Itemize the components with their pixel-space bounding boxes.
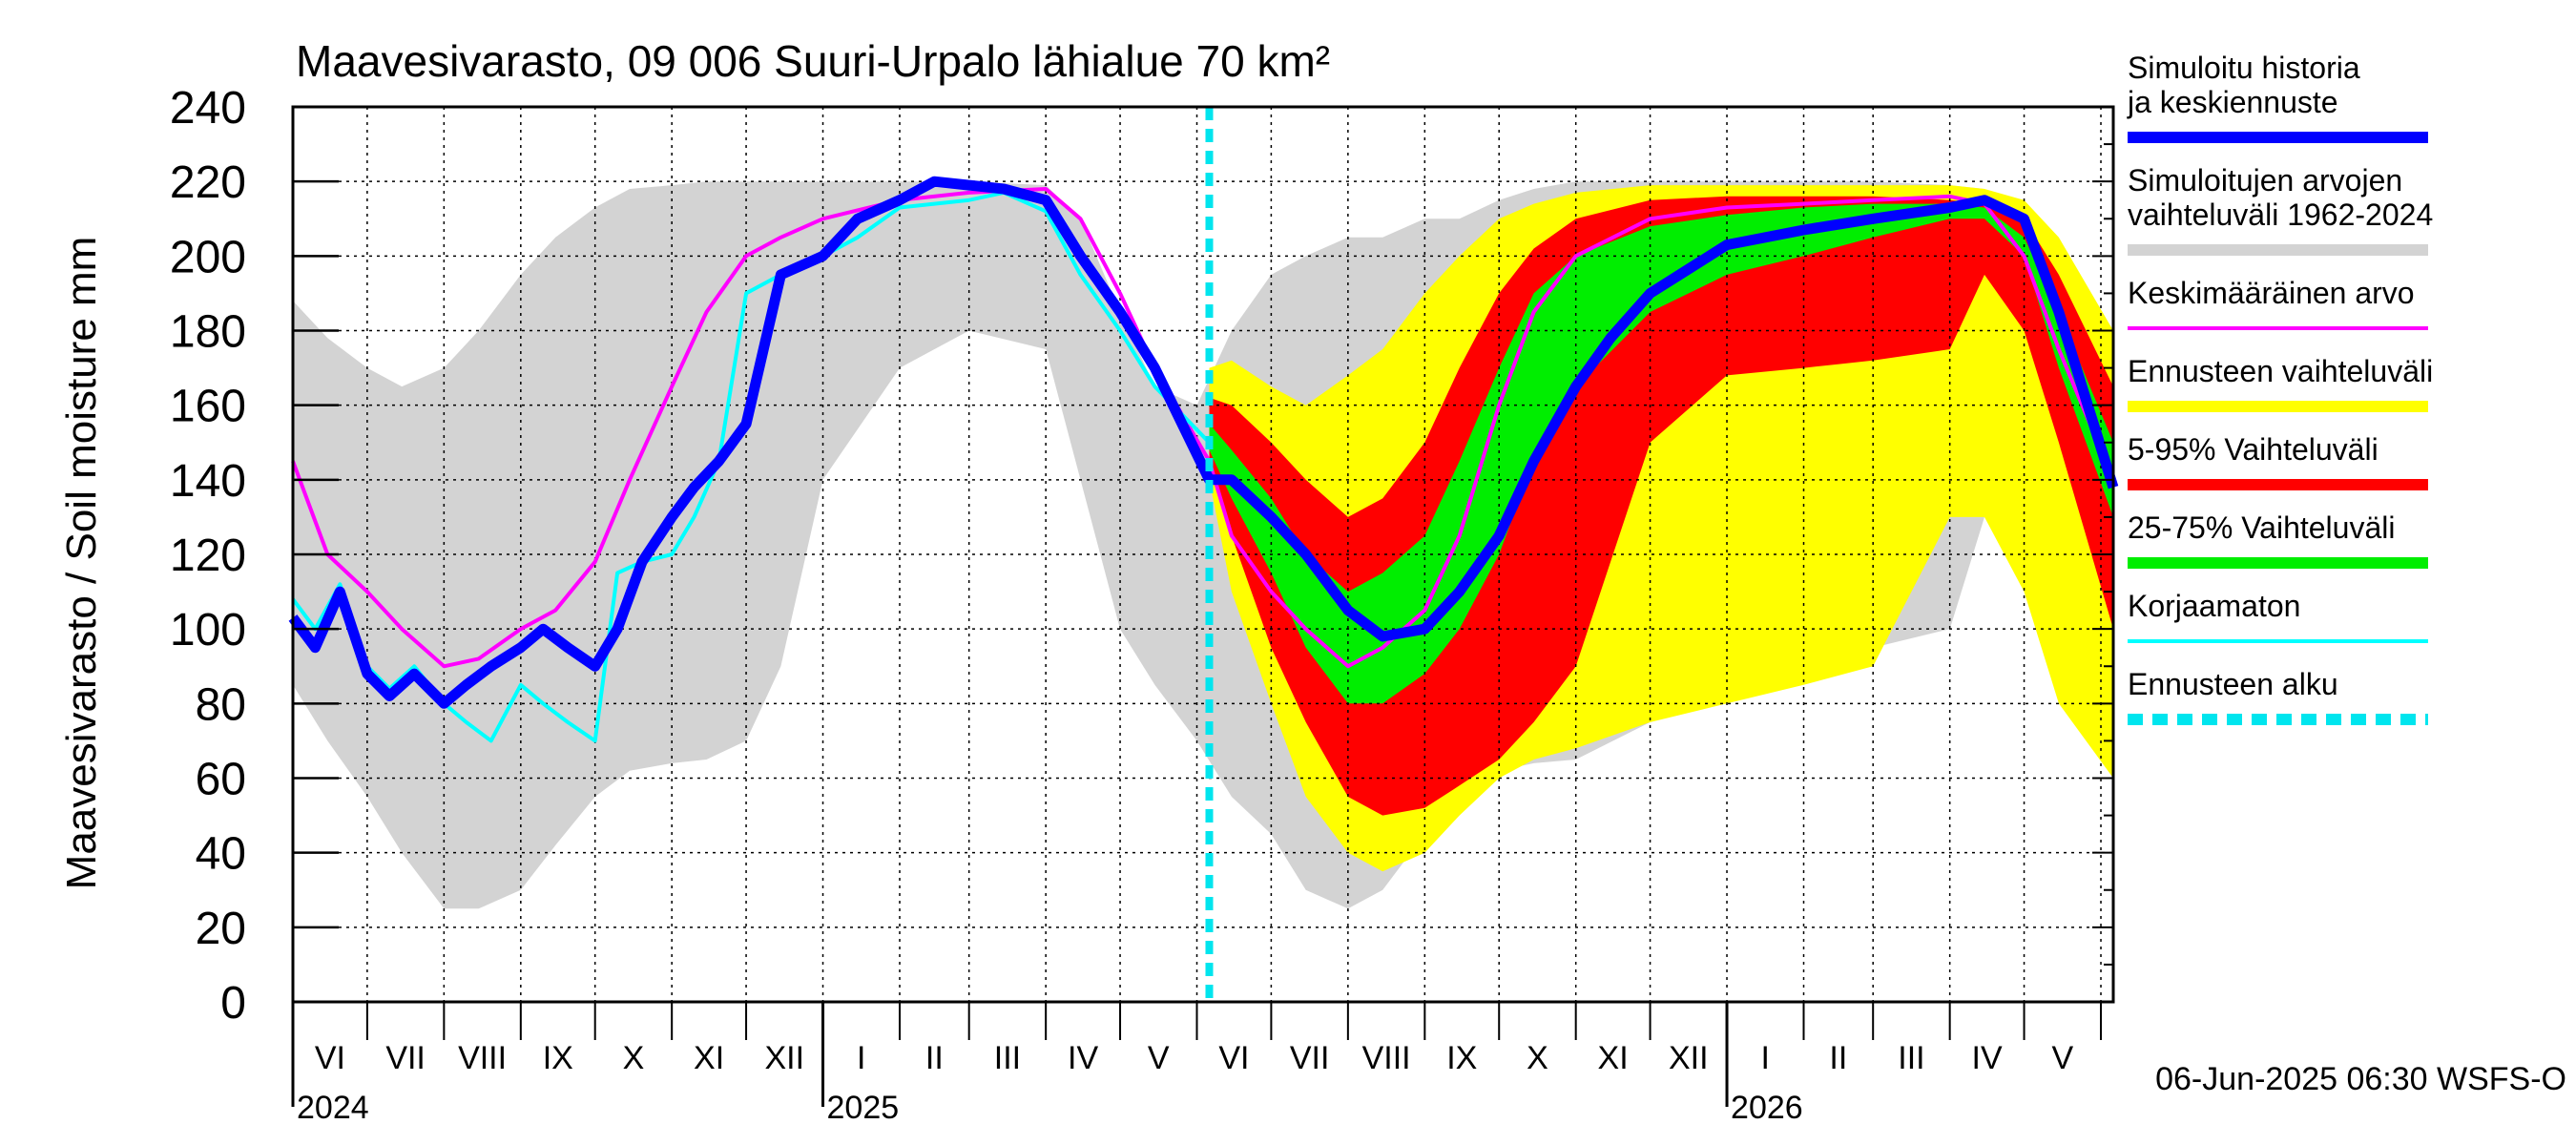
- x-month-label: XII: [1669, 1040, 1709, 1076]
- range-bands: [293, 181, 2113, 909]
- y-tick-label: 160: [170, 382, 246, 432]
- y-tick-label: 140: [170, 456, 246, 507]
- x-month-label: VII: [1290, 1040, 1330, 1076]
- x-month-label: V: [1148, 1040, 1170, 1076]
- chart-title: Maavesivarasto, 09 006 Suuri-Urpalo lähi…: [296, 36, 1330, 86]
- x-month-label: XI: [1598, 1040, 1629, 1076]
- x-year-label: 2026: [1731, 1090, 1803, 1126]
- x-month-label: I: [857, 1040, 865, 1076]
- x-month-label: IX: [1446, 1040, 1477, 1076]
- y-tick-label: 80: [196, 679, 246, 730]
- y-tick-label: 100: [170, 605, 246, 656]
- y-tick-label: 200: [170, 232, 246, 282]
- legend-label: 25-75% Vaihteluväli: [2128, 510, 2395, 545]
- x-month-label: IV: [1068, 1040, 1098, 1076]
- y-tick-label: 20: [196, 904, 246, 954]
- legend-label: 5-95% Vaihteluväli: [2128, 432, 2379, 467]
- y-tick-label: 180: [170, 307, 246, 358]
- x-month-label: XI: [694, 1040, 724, 1076]
- x-year-label: 2024: [297, 1090, 369, 1126]
- p5-95-band: [1209, 196, 2113, 816]
- x-month-label: VI: [315, 1040, 345, 1076]
- x-month-label: VII: [385, 1040, 426, 1076]
- x-month-label: IX: [543, 1040, 573, 1076]
- y-tick-label: 240: [170, 83, 246, 134]
- x-month-label: I: [1761, 1040, 1770, 1076]
- x-month-label: X: [1527, 1040, 1548, 1076]
- x-month-label: VIII: [1362, 1040, 1411, 1076]
- legend-label: ja keskiennuste: [2127, 85, 2338, 119]
- x-month-label: IV: [1972, 1040, 2003, 1076]
- x-year-label: 2025: [827, 1090, 900, 1126]
- x-month-label: VI: [1218, 1040, 1249, 1076]
- x-month-label: X: [623, 1040, 645, 1076]
- y-tick-label: 120: [170, 531, 246, 581]
- y-tick-label: 60: [196, 755, 246, 805]
- y-tick-label: 40: [196, 829, 246, 880]
- simulated-line: [288, 176, 2119, 709]
- x-month-label: VIII: [458, 1040, 507, 1076]
- legend-label: Ennusteen alku: [2128, 667, 2338, 701]
- y-tick-label: 0: [220, 978, 246, 1029]
- y-axis-label: Maavesivarasto / Soil moisture mm: [58, 237, 105, 890]
- x-month-label: II: [925, 1040, 944, 1076]
- x-month-label: XII: [765, 1040, 805, 1076]
- x-month-label: V: [2051, 1040, 2073, 1076]
- legend-label: Ennusteen vaihteluväli: [2128, 354, 2433, 388]
- x-month-label: III: [1898, 1040, 1924, 1076]
- legend-label: vaihteluväli 1962-2024: [2128, 198, 2433, 232]
- legend-label: Keskimääräinen arvo: [2128, 276, 2415, 310]
- x-month-label: III: [994, 1040, 1021, 1076]
- x-month-label: II: [1829, 1040, 1847, 1076]
- legend-label: Simuloitu historia: [2128, 51, 2360, 85]
- p25-75-band: [1209, 203, 2113, 704]
- grid-lines: [293, 107, 2113, 1002]
- y-tick-label: 220: [170, 157, 246, 208]
- legend-label: Korjaamaton: [2128, 589, 2300, 623]
- series-lines: [288, 107, 2119, 1002]
- timestamp: 06-Jun-2025 06:30 WSFS-O: [2155, 1061, 2566, 1097]
- legend-label: Simuloitujen arvojen: [2128, 163, 2402, 198]
